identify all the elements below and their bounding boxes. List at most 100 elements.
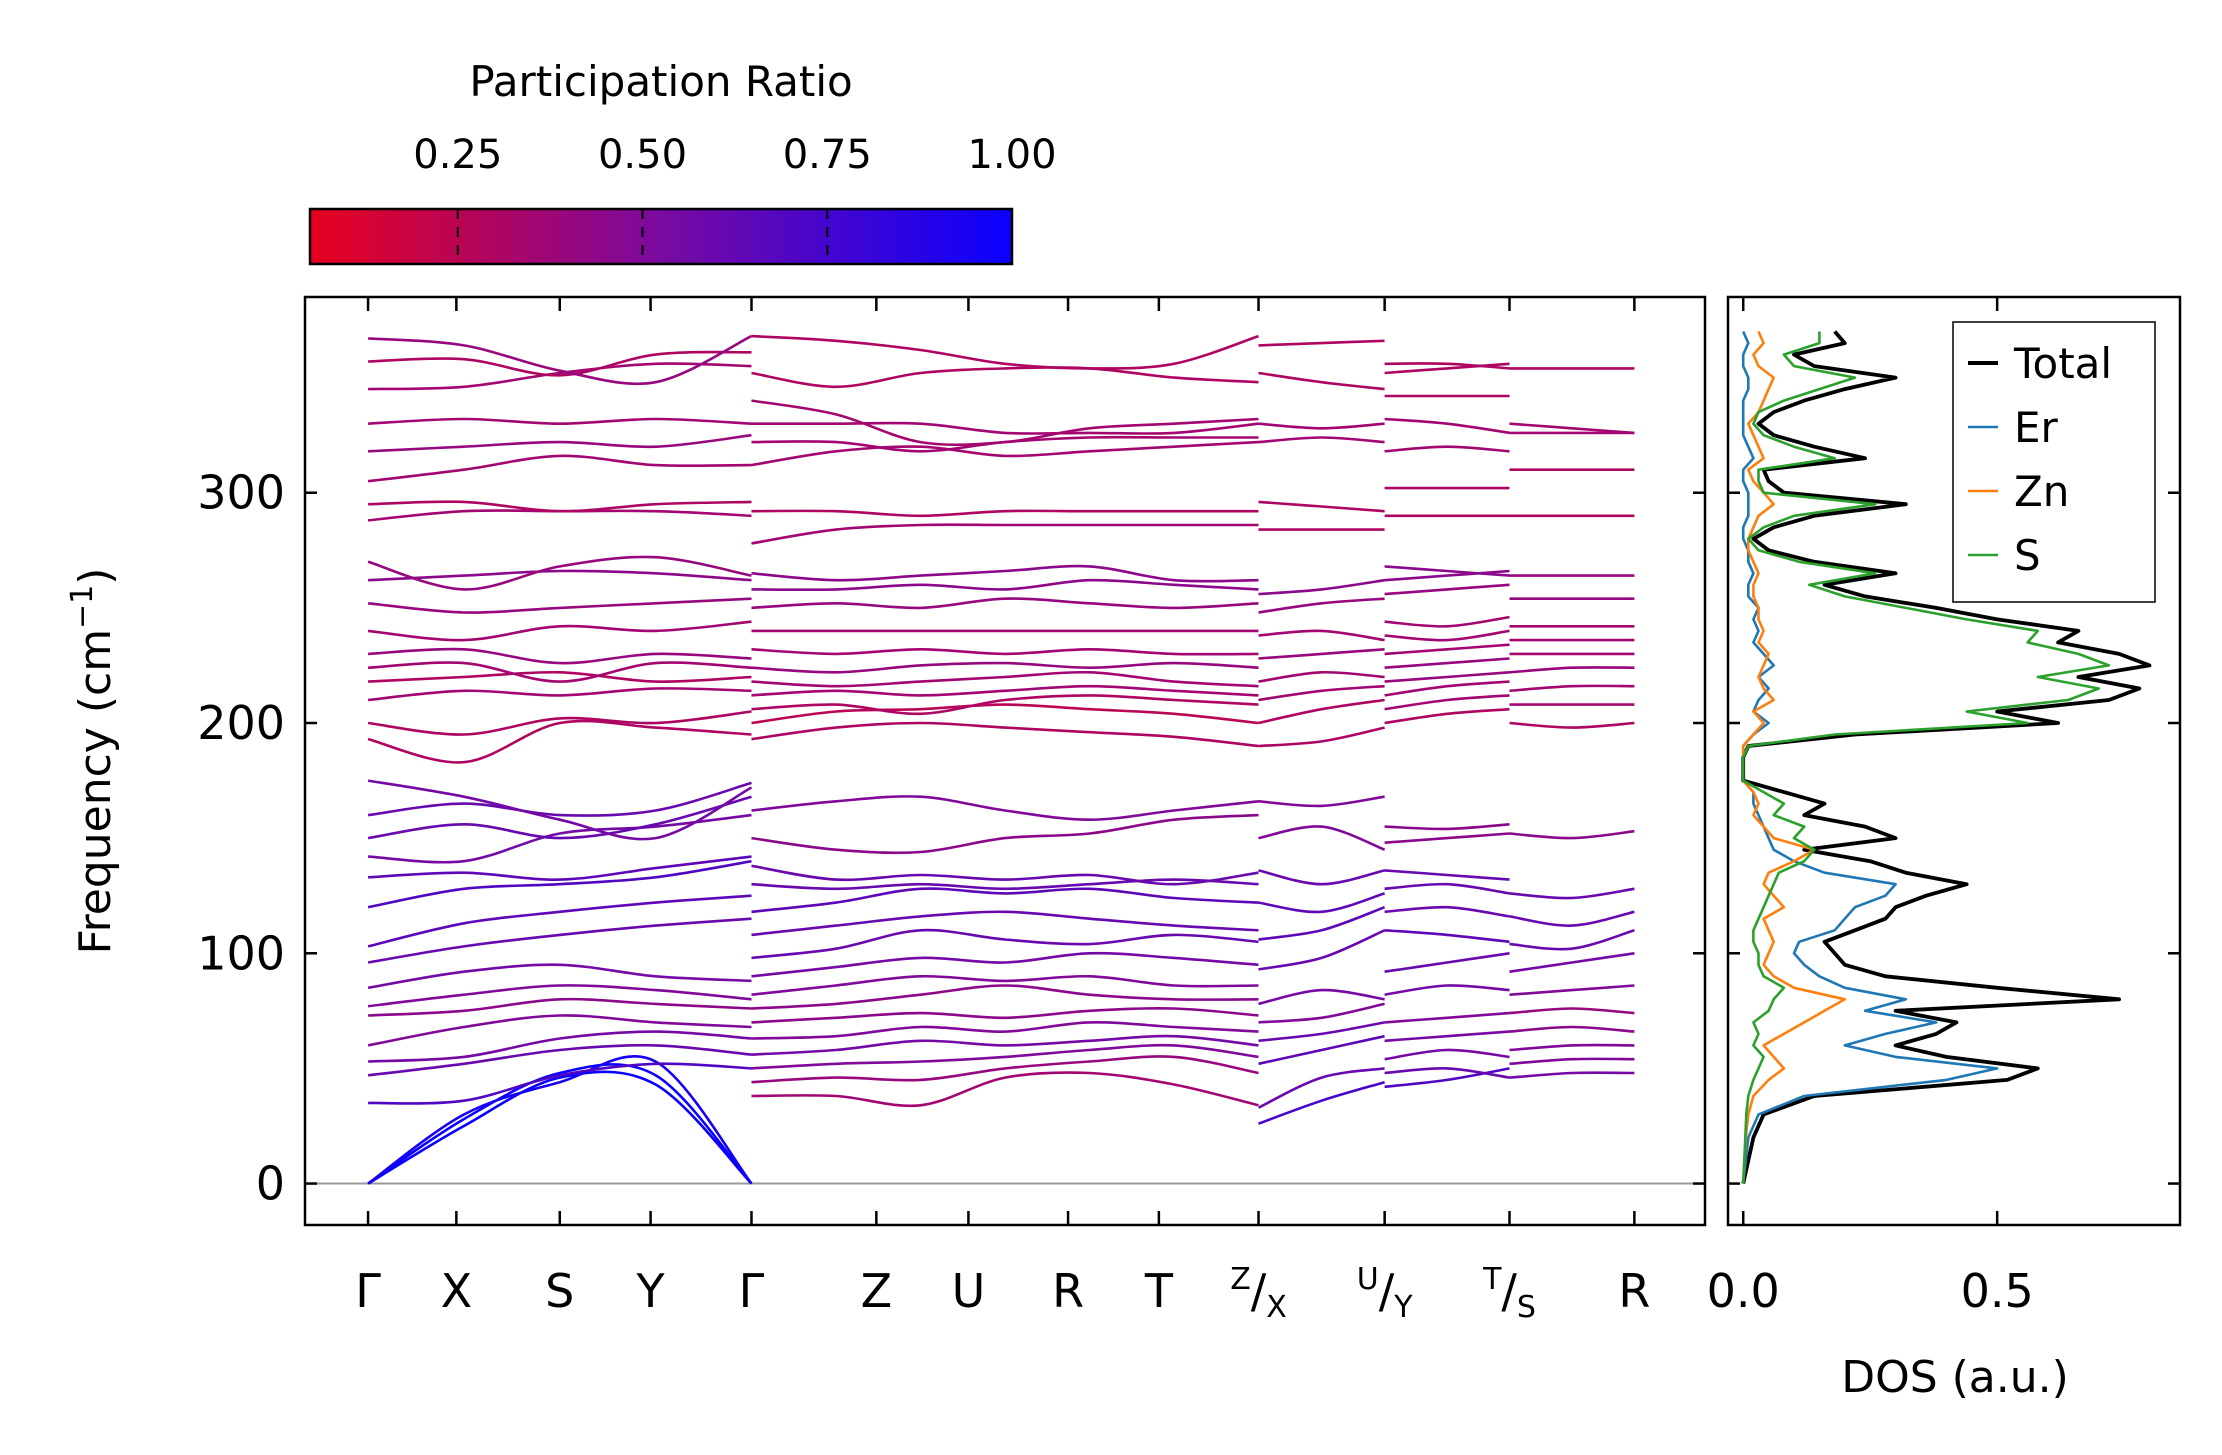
dos-lines xyxy=(1741,330,2152,1185)
phonon-band xyxy=(367,1043,752,1077)
phonon-band xyxy=(1258,726,1385,748)
dos-panel: 0.0 0.5 DOS (a.u.) Total Er Zn S xyxy=(1707,295,2182,1403)
phonon-band xyxy=(367,454,752,483)
phonon-band xyxy=(751,435,1259,453)
phonon-band xyxy=(368,417,752,426)
phonon-band xyxy=(1258,929,1386,971)
phonon-band xyxy=(751,421,1259,435)
phonon-band xyxy=(367,894,752,948)
kpoint-label: U/Y xyxy=(1357,1262,1413,1325)
kpoint-sub: Y xyxy=(1393,1290,1413,1325)
phonon-band xyxy=(367,620,752,642)
phonon-band xyxy=(1509,1043,1635,1052)
phonon-band xyxy=(1258,905,1386,941)
phonon-band xyxy=(367,597,752,614)
phonon-band xyxy=(367,779,753,841)
legend-label-zn: Zn xyxy=(2014,467,2069,516)
phonon-band xyxy=(1384,569,1510,582)
y-axis-label-end: ) xyxy=(70,568,121,585)
phonon-band xyxy=(367,1063,753,1185)
phonon-band xyxy=(1258,1002,1385,1024)
phonon-band xyxy=(1384,1067,1510,1089)
phonon-band xyxy=(368,670,752,683)
phonon-band xyxy=(1384,1030,1510,1043)
legend-label-er: Er xyxy=(2014,403,2059,452)
phonon-band xyxy=(1509,684,1635,693)
phonon-band xyxy=(751,670,1259,688)
phonon-band xyxy=(1258,371,1385,391)
kpoint-label: S xyxy=(545,1264,574,1318)
phonon-band xyxy=(1258,1034,1385,1066)
phonon-band xyxy=(751,974,1259,996)
phonon-band xyxy=(1258,339,1385,347)
phonon-band xyxy=(1384,1011,1510,1024)
colorbar: Participation Ratio 0.25 0.50 0.75 1.00 xyxy=(308,57,1057,266)
dos-x-tick-label: 0.0 xyxy=(1707,1264,1780,1318)
phonon-band xyxy=(1258,698,1385,725)
phonon-band xyxy=(1384,417,1510,435)
colorbar-ticks: 0.25 0.50 0.75 1.00 xyxy=(413,132,1057,264)
phonon-band xyxy=(751,523,1259,545)
phonon-band xyxy=(751,647,1259,656)
phonon-band xyxy=(367,1014,752,1047)
phonon-band xyxy=(1509,721,1635,729)
phonon-band xyxy=(751,399,1259,447)
phonon-band xyxy=(1384,984,1510,996)
phonon-band xyxy=(1509,1057,1635,1066)
phonon-band xyxy=(1384,629,1510,642)
kpoint-label: R xyxy=(1618,1264,1650,1318)
phonon-band xyxy=(368,500,752,513)
phonon-band xyxy=(1384,445,1510,453)
phonon-band xyxy=(367,555,752,591)
phonon-band xyxy=(1384,362,1510,370)
legend-label-s: S xyxy=(2014,531,2041,580)
phonon-band xyxy=(368,350,752,377)
phonon-band xyxy=(368,1062,752,1105)
kpoint-slash: / xyxy=(1251,1264,1267,1318)
y-tick-label: 300 xyxy=(197,466,285,520)
phonon-band xyxy=(368,813,752,864)
phonon-band xyxy=(751,887,1259,914)
phonon-band xyxy=(1384,615,1510,628)
kpoint-label: R xyxy=(1052,1264,1084,1318)
phonon-band xyxy=(751,1020,1259,1040)
y-axis-label-main: Frequency (cm xyxy=(70,629,121,955)
phonon-band xyxy=(751,597,1259,610)
phonon-band xyxy=(751,684,1259,697)
phonon-band xyxy=(1258,436,1385,444)
phonon-band xyxy=(751,813,1259,855)
dos-axes-frame xyxy=(1726,295,2182,1227)
phonon-band xyxy=(1384,929,1510,944)
phonon-band xyxy=(751,661,1259,674)
kpoint-label: Z/X xyxy=(1230,1262,1287,1325)
phonon-band xyxy=(367,859,752,909)
phonon-band xyxy=(1509,666,1635,674)
phonon-band xyxy=(1258,422,1385,430)
phonon-band xyxy=(1384,680,1510,697)
phonon-band xyxy=(751,1071,1259,1108)
phonon-band xyxy=(1258,629,1385,642)
phonon-band xyxy=(367,795,752,840)
band-lines xyxy=(367,334,1635,1185)
band-axes-frame xyxy=(303,295,1707,1227)
dos-series-zn xyxy=(1741,330,1847,1184)
phonon-band xyxy=(1384,882,1510,895)
phonon-band xyxy=(1384,952,1510,973)
phonon-band xyxy=(1258,578,1385,596)
phonon-band xyxy=(1509,1071,1635,1079)
phonon-band xyxy=(1384,657,1510,669)
kpoint-label: Y xyxy=(636,1264,666,1318)
phonon-band xyxy=(1384,694,1510,711)
phonon-band xyxy=(1509,422,1635,435)
phonon-band xyxy=(367,719,752,764)
phonon-band xyxy=(751,795,1259,822)
phonon-band xyxy=(1258,988,1385,1006)
phonon-band xyxy=(1384,671,1510,683)
phonon-band xyxy=(751,440,1259,467)
phonon-band xyxy=(1384,1048,1510,1061)
phonon-band xyxy=(1384,362,1510,375)
phonon-band xyxy=(751,928,1259,960)
y-tick-label: 0 xyxy=(256,1157,285,1211)
kpoint-label: Γ xyxy=(739,1264,765,1318)
